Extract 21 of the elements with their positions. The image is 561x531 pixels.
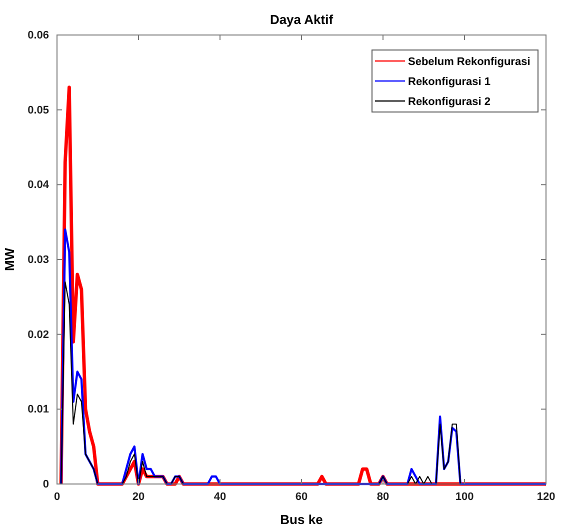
y-tick-label: 0.06: [28, 30, 49, 42]
line-series: [60, 228, 548, 486]
x-tick-label: 0: [54, 490, 60, 503]
x-tick-label: 40: [214, 490, 226, 503]
x-tick-label: 120: [536, 490, 556, 503]
x-axis-title: Bus ke: [280, 512, 323, 527]
x-tick-label: 100: [455, 490, 474, 503]
y-axis-title: MW: [2, 247, 17, 272]
legend-label: Rekonfigurasi 1: [408, 76, 491, 88]
x-tick-label: 80: [376, 490, 390, 503]
y-tick-label: 0.03: [28, 254, 49, 266]
x-tick-label: 60: [295, 490, 308, 503]
y-tick-label: 0.05: [28, 104, 49, 116]
y-tick-label: 0: [42, 478, 49, 491]
chart-title: Daya Aktif: [270, 12, 334, 27]
y-tick-label: 0.01: [28, 404, 49, 416]
y-tick-label: 0.02: [28, 328, 49, 341]
x-tick-label: 20: [132, 490, 145, 503]
y-tick-label: 0.04: [28, 179, 50, 192]
legend-label: Rekonfigurasi 2: [408, 96, 491, 108]
legend-label: Sebelum Rekonfigurasi: [408, 56, 530, 68]
